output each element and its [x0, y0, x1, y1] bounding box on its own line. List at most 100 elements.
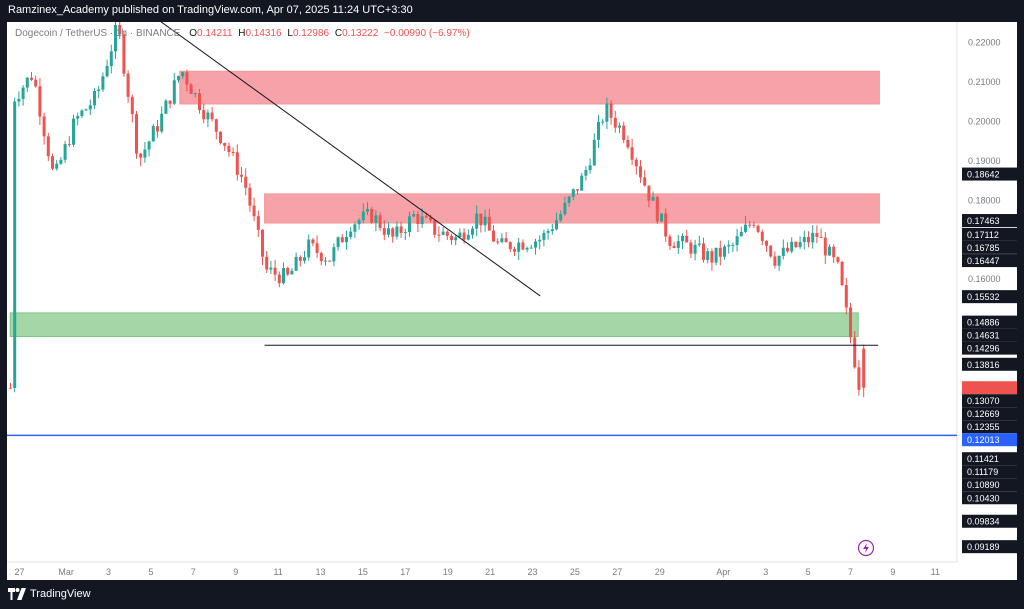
candle-body: [576, 189, 579, 191]
candle-body: [748, 224, 752, 226]
y-tick-label: 0.16000: [968, 274, 1001, 284]
x-tick-label: 27: [612, 567, 622, 577]
candle-body: [34, 79, 38, 87]
candle-body: [857, 367, 861, 390]
candle-body: [420, 216, 424, 225]
price-label-text: 0.16785: [967, 243, 1000, 253]
price-label-box: [962, 465, 1017, 479]
price-label-box: [962, 540, 1017, 554]
price-label-text: 0.11179: [967, 467, 998, 477]
candle-body: [723, 246, 726, 257]
candle-body: [445, 231, 449, 236]
candle-body: [828, 246, 831, 256]
candle-body: [156, 126, 159, 132]
tradingview-logo[interactable]: TradingView: [8, 588, 91, 600]
candle-body: [853, 337, 857, 368]
candle-body: [164, 100, 168, 114]
candle-body: [399, 226, 403, 233]
price-label-text: 0.17112: [967, 230, 999, 240]
price-label-text: 0.11421: [967, 454, 999, 464]
symbol-title: Dogecoin / TetherUS · 1h · BINANCE: [15, 28, 181, 39]
candle-body: [546, 231, 550, 233]
price-label-text: 0.10890: [967, 480, 1000, 490]
candle-body: [210, 112, 214, 120]
candle-body: [710, 251, 714, 263]
price-label-box: [962, 341, 1017, 355]
price-label-box: [962, 433, 1017, 447]
candle-body: [718, 247, 722, 257]
price-label-text: 0.14886: [967, 318, 1000, 328]
candle-body: [311, 239, 315, 244]
close-label: C: [334, 28, 343, 39]
candle-body: [114, 24, 117, 52]
candle-body: [198, 93, 201, 111]
candle-body: [517, 242, 521, 252]
candle-body: [475, 213, 479, 229]
candle-body: [664, 213, 668, 237]
candle-body: [122, 34, 126, 74]
candle-body: [458, 232, 462, 238]
candle-body: [387, 228, 390, 235]
candle-body: [597, 121, 600, 140]
candle-body: [9, 387, 12, 389]
candle-body: [862, 348, 866, 388]
candle-body: [584, 170, 588, 176]
candle-body: [235, 152, 239, 175]
candle-body: [538, 239, 542, 242]
candle-body: [374, 215, 378, 223]
price-label-box: [962, 214, 1017, 228]
candle-body: [303, 257, 306, 261]
x-tick-label: Apr: [716, 567, 730, 577]
x-tick-label: 17: [400, 567, 410, 577]
x-tick-label: Mar: [58, 567, 74, 577]
candle-body: [521, 242, 525, 250]
price-chart[interactable]: 0.22000 0.21000 0.20000 0.19000 0.18000 0.160…: [7, 22, 1017, 580]
candle-body: [500, 238, 504, 243]
candle-body: [773, 256, 777, 266]
x-tick-label: 7: [191, 567, 196, 577]
chart-area[interactable]: 0.22000 0.21000 0.20000 0.19000 0.18000 0.160…: [7, 22, 1017, 580]
candle-body: [277, 274, 281, 284]
candle-body: [429, 217, 432, 221]
candle-body: [51, 156, 54, 169]
candle-body: [42, 116, 46, 137]
candle-body: [17, 98, 21, 102]
candle-body: [101, 76, 105, 90]
price-label-text: 0.15532: [967, 292, 1000, 302]
candle-body: [412, 214, 416, 217]
candle-body: [849, 307, 852, 338]
candle-body: [214, 119, 218, 132]
candle-body: [605, 103, 609, 122]
x-tick-label: 23: [528, 567, 538, 577]
candle-body: [693, 244, 697, 254]
candle-body: [93, 91, 96, 106]
candle-body: [298, 256, 302, 261]
candle-body: [357, 220, 361, 225]
x-tick-label: 3: [106, 567, 111, 577]
candle-body: [332, 247, 336, 262]
candle-body: [256, 216, 260, 230]
candle-body: [823, 237, 827, 256]
candle-body: [307, 239, 311, 258]
candle-body: [479, 213, 483, 226]
candle-body: [639, 166, 642, 178]
x-tick-label: 27: [14, 567, 24, 577]
candle-body: [756, 225, 760, 232]
candle-body: [483, 216, 487, 226]
price-label-box: [962, 452, 1017, 466]
x-tick-label: 11: [273, 567, 282, 577]
lightning-icon[interactable]: [857, 539, 875, 557]
candle-body: [487, 216, 491, 231]
candle-body: [752, 224, 756, 226]
candle-body: [567, 196, 571, 203]
candle-body: [786, 247, 789, 252]
candle-body: [727, 245, 731, 247]
x-tick-label: 3: [763, 567, 768, 577]
candle-body: [836, 257, 840, 262]
x-tick-label: 9: [233, 567, 238, 577]
candle-body: [676, 241, 680, 248]
candle-body: [769, 245, 773, 257]
open-value: 0.14211: [197, 28, 233, 39]
candle-body: [265, 256, 269, 270]
candle-body: [622, 125, 626, 140]
